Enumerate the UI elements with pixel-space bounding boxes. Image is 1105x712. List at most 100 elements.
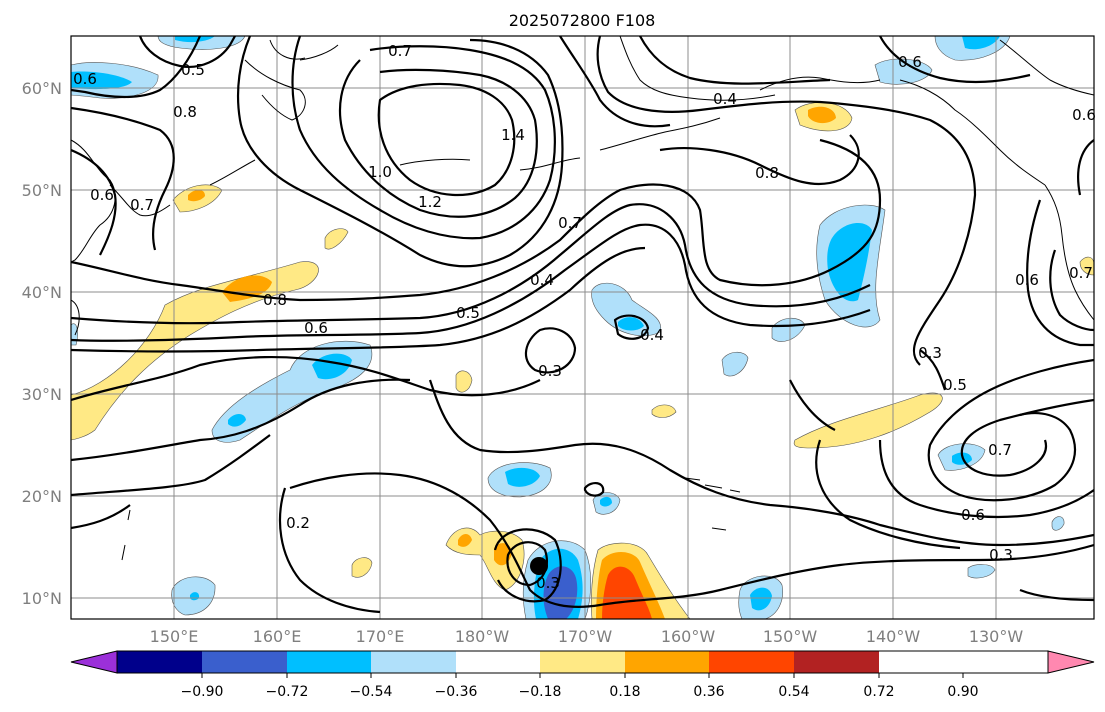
contour-label: 0.3 — [989, 546, 1013, 564]
longitude-labels: 150°E 160°E 170°E 180°W 170°W 160°W 150°… — [150, 627, 1024, 646]
lat-tick-label: 30°N — [22, 385, 62, 404]
contour-label: 0.6 — [1072, 106, 1096, 124]
contour-label: 0.3 — [538, 362, 562, 380]
contour-lines — [71, 36, 1094, 614]
contour-label: 0.8 — [755, 164, 779, 182]
lon-tick-label: 160°E — [253, 627, 302, 646]
colorbar-tick-labels: −0.90 −0.72 −0.54 −0.36 −0.18 0.18 0.36 … — [181, 684, 979, 700]
contour-label-layer: 0.5 0.6 0.8 0.7 1.0 1.2 1.4 0.7 0.4 0.8 … — [73, 42, 1096, 592]
lat-tick-label: 60°N — [22, 79, 62, 98]
storm-center-marker — [530, 557, 548, 575]
contour-label: 0.6 — [90, 186, 114, 204]
contour-label: 0.4 — [530, 271, 554, 289]
colorbar-box — [371, 651, 456, 673]
colorbar-tick-label: 0.54 — [778, 684, 809, 700]
colorbar-box — [287, 651, 371, 673]
colorbar-tick-label: 0.18 — [609, 684, 640, 700]
lon-tick-label: 170°E — [356, 627, 405, 646]
shading-layer — [71, 36, 1094, 619]
colorbar-box — [202, 651, 287, 673]
contour-label: 1.0 — [368, 163, 392, 181]
colorbar-low-extension — [70, 650, 118, 674]
colorbar-ticks — [201, 673, 964, 678]
contour-label: 0.5 — [943, 376, 967, 394]
lat-tick-label: 50°N — [22, 181, 62, 200]
positive-shading — [222, 275, 272, 302]
contour-label: 0.7 — [988, 441, 1012, 459]
negative-shading — [1051, 516, 1065, 531]
colorbar-tick-label: 0.72 — [863, 684, 894, 700]
positive-shading — [458, 534, 472, 547]
negative-shading — [962, 36, 1000, 50]
negative-shading — [618, 317, 644, 331]
positive-shading — [651, 404, 677, 418]
negative-shading — [721, 351, 749, 377]
negative-shading — [827, 223, 872, 302]
lon-tick-label: 160°W — [661, 627, 716, 646]
coastlines — [71, 36, 1094, 561]
contour-label: 0.8 — [173, 103, 197, 121]
positive-shading — [793, 392, 943, 449]
lon-tick-label: 150°E — [150, 627, 199, 646]
lon-tick-label: 140°W — [866, 627, 921, 646]
colorbar-tick-label: 0.36 — [693, 684, 724, 700]
contour-label: 0.7 — [558, 214, 582, 232]
negative-shading — [591, 282, 662, 336]
contour-label: 0.6 — [73, 70, 97, 88]
colorbar-box — [456, 651, 540, 673]
negative-shading — [175, 36, 215, 43]
lon-tick-label: 130°W — [969, 627, 1024, 646]
positive-shading — [455, 370, 473, 393]
colorbar-tick-label: −0.18 — [519, 684, 562, 700]
contour-label: 0.5 — [181, 61, 205, 79]
lat-tick-label: 20°N — [22, 487, 62, 506]
positive-shading — [1079, 256, 1094, 276]
lon-tick-label: 180°W — [455, 627, 510, 646]
colorbar-boxes — [117, 651, 879, 673]
positive-shading — [324, 228, 349, 250]
contour-label: 0.6 — [961, 506, 985, 524]
map-frame — [70, 35, 1095, 620]
negative-shading — [71, 323, 78, 346]
positive-shading — [188, 189, 205, 202]
map-title: 2025072800 F108 — [509, 11, 656, 30]
contour-label: 0.7 — [1069, 264, 1093, 282]
positive-shading — [602, 566, 652, 619]
lon-tick-label: 170°W — [558, 627, 613, 646]
contour-label: 1.2 — [418, 193, 442, 211]
colorbar-high-extension — [1047, 650, 1095, 674]
positive-shading — [808, 106, 836, 124]
colorbar-tick-label: 0.90 — [947, 684, 978, 700]
negative-shading — [71, 71, 132, 90]
contour-label: 0.5 — [456, 304, 480, 322]
negative-shading — [505, 467, 540, 487]
contour-label: 0.6 — [1015, 271, 1039, 289]
positive-shading — [445, 527, 525, 591]
contour-label: 0.3 — [918, 344, 942, 362]
negative-shading — [228, 414, 246, 427]
contour-label: 0.4 — [640, 326, 664, 344]
colorbar-tick-label: −0.72 — [266, 684, 309, 700]
colorbar-box — [540, 651, 625, 673]
colorbar-frame — [116, 650, 1049, 674]
contour-label: 0.6 — [304, 319, 328, 337]
negative-shading — [600, 496, 612, 507]
positive-shading — [351, 557, 373, 578]
colorbar: −0.90 −0.72 −0.54 −0.36 −0.18 0.18 0.36 … — [70, 650, 1095, 700]
contour-label: 0.7 — [130, 196, 154, 214]
contour-label: 0.3 — [536, 574, 560, 592]
latitude-labels: 60°N 50°N 40°N 30°N 20°N 10°N — [22, 79, 62, 608]
negative-shading — [750, 587, 772, 611]
contour-label: 0.8 — [263, 291, 287, 309]
lon-tick-label: 150°W — [763, 627, 818, 646]
positive-shading — [71, 261, 319, 441]
negative-shading — [771, 317, 806, 342]
grid-lines — [71, 36, 1094, 619]
colorbar-box — [794, 651, 879, 673]
contour-label: 0.4 — [713, 90, 737, 108]
colorbar-box — [625, 651, 709, 673]
colorbar-tick-label: −0.90 — [181, 684, 224, 700]
contour-label: 1.4 — [501, 126, 525, 144]
lat-tick-label: 40°N — [22, 283, 62, 302]
